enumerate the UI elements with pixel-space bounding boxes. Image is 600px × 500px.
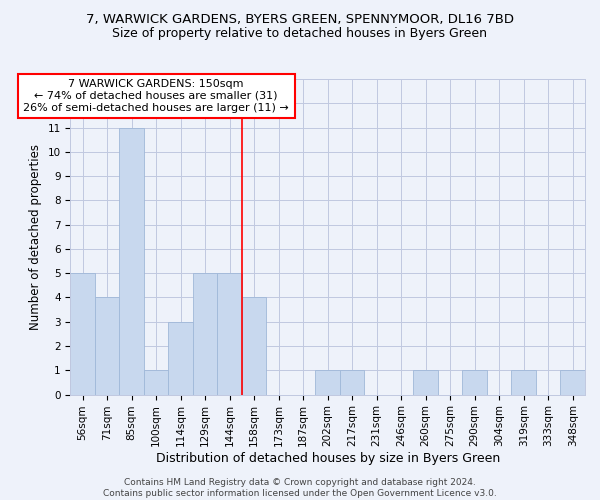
Bar (560, 370, 585, 394)
Text: 7, WARWICK GARDENS, BYERS GREEN, SPENNYMOOR, DL16 7BD: 7, WARWICK GARDENS, BYERS GREEN, SPENNYM… (86, 12, 514, 26)
X-axis label: Distribution of detached houses by size in Byers Green: Distribution of detached houses by size … (155, 452, 500, 465)
Bar (217, 273, 242, 394)
Bar (413, 370, 438, 394)
Text: 7 WARWICK GARDENS: 150sqm
← 74% of detached houses are smaller (31)
26% of semi-: 7 WARWICK GARDENS: 150sqm ← 74% of detac… (23, 80, 289, 112)
Y-axis label: Number of detached properties: Number of detached properties (29, 144, 42, 330)
Bar (463, 370, 487, 394)
Text: Contains HM Land Registry data © Crown copyright and database right 2024.
Contai: Contains HM Land Registry data © Crown c… (103, 478, 497, 498)
Bar (511, 370, 536, 394)
Bar (119, 128, 144, 394)
Bar (316, 370, 340, 394)
Bar (193, 273, 217, 394)
Bar (242, 298, 266, 394)
Bar (95, 298, 119, 394)
Bar (144, 370, 169, 394)
Bar (169, 322, 193, 394)
Text: Size of property relative to detached houses in Byers Green: Size of property relative to detached ho… (113, 28, 487, 40)
Bar (70, 273, 95, 394)
Bar (340, 370, 364, 394)
